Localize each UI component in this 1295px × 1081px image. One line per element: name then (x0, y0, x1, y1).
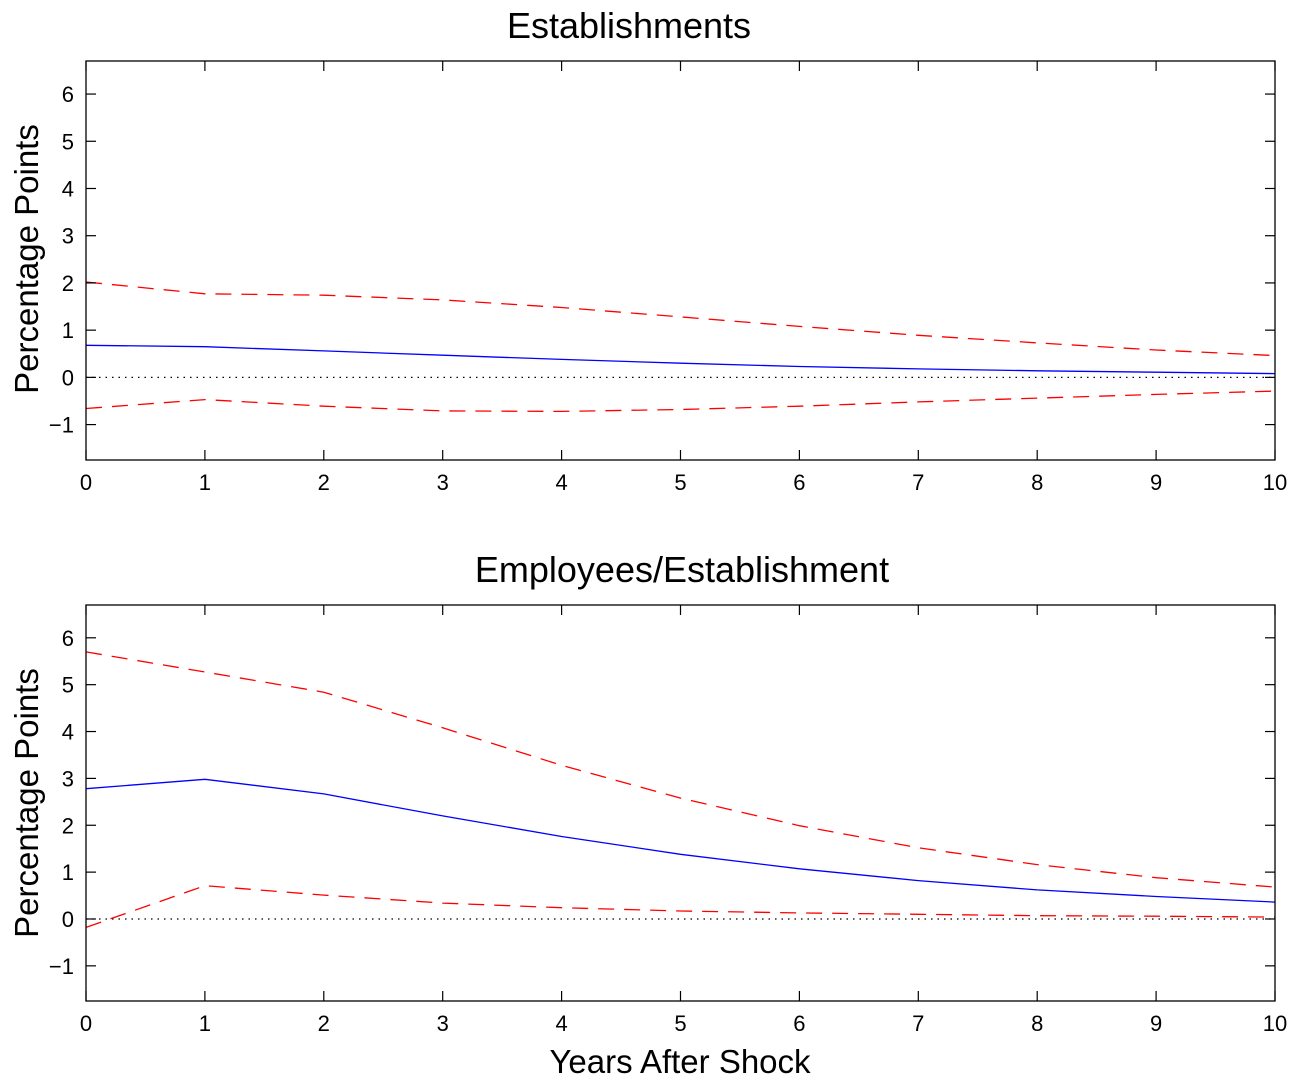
x-tick-label: 5 (674, 1011, 686, 1036)
y-tick-label: 0 (62, 365, 74, 390)
y-tick-label: 2 (62, 813, 74, 838)
y-tick-label: 0 (62, 907, 74, 932)
series-line-upper-bound (85, 651, 1276, 888)
chart-establishments: Establishments Percentage Points 0 1 2 3 4 5 6… (8, 5, 1287, 495)
y-tick-label: −1 (49, 954, 74, 979)
x-tick-label: 10 (1263, 1011, 1287, 1036)
x-axis-label: Years After Shock (549, 1043, 811, 1080)
series-line-upper-bound (85, 281, 1276, 357)
x-tick-label: 7 (912, 1011, 924, 1036)
y-tick-label: 4 (62, 176, 74, 201)
series-line-lower-bound (85, 885, 1276, 929)
chart-employees-per-establishment: Employees/Establishment Percentage Point… (8, 549, 1287, 1036)
y-tick-label: 5 (62, 673, 74, 698)
x-tick-label: 3 (437, 470, 449, 495)
x-tick-label: 9 (1150, 1011, 1162, 1036)
y-axis-label: Percentage Points (8, 668, 45, 938)
series-line-estimate (85, 778, 1276, 903)
y-tick-label: 6 (62, 626, 74, 651)
x-tick-label: 5 (674, 470, 686, 495)
x-tick-label: 9 (1150, 470, 1162, 495)
y-tick-label: 1 (62, 318, 74, 343)
x-tick-label: 0 (80, 1011, 92, 1036)
chart-title: Establishments (507, 5, 751, 46)
y-tick-label: 6 (62, 82, 74, 107)
y-tick-label: 3 (62, 766, 74, 791)
x-tick-label: 1 (199, 470, 211, 495)
x-tick-label: 2 (318, 470, 330, 495)
x-tick-label: 2 (318, 1011, 330, 1036)
x-tick-label: 0 (80, 470, 92, 495)
y-axis-label: Percentage Points (8, 124, 45, 394)
x-tick-label: 8 (1031, 470, 1043, 495)
x-tick-label: 6 (793, 470, 805, 495)
x-tick-label: 8 (1031, 1011, 1043, 1036)
chart-title: Employees/Establishment (475, 549, 889, 590)
y-tick-label: 5 (62, 129, 74, 154)
y-tick-label: −1 (49, 413, 74, 438)
axes-box (85, 60, 1276, 461)
x-tick-label: 1 (199, 1011, 211, 1036)
x-tick-label: 4 (555, 1011, 567, 1036)
x-tick-label: 6 (793, 1011, 805, 1036)
x-tick-label: 4 (555, 470, 567, 495)
y-tick-label: 4 (62, 720, 74, 745)
series-line-estimate (85, 344, 1276, 375)
x-tick-label: 10 (1263, 470, 1287, 495)
y-tick-label: 3 (62, 224, 74, 249)
series-line-lower-bound (85, 390, 1276, 413)
y-tick-label: 1 (62, 860, 74, 885)
x-tick-label: 7 (912, 470, 924, 495)
axes-box (85, 604, 1276, 1002)
x-tick-label: 3 (437, 1011, 449, 1036)
y-tick-label: 2 (62, 271, 74, 296)
